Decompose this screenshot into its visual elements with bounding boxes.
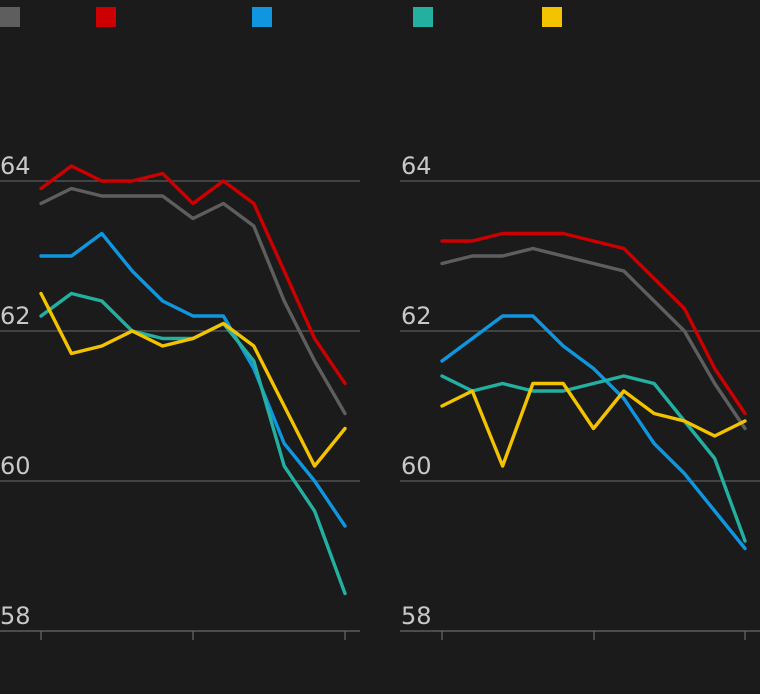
y-tick-label: 64 [0,152,31,180]
y-tick-label: 58 [401,602,432,630]
y-tick-label: 60 [401,452,432,480]
legend-swatch-grey [0,7,20,27]
legend-swatch-red [96,7,116,27]
series-line-3 [440,314,747,551]
series-line-4 [440,374,747,543]
series-line-5 [440,381,747,468]
legend-swatch-teal [413,7,433,27]
chart-panel-2: 64 62 60 58 [400,152,760,640]
legend-swatch-blue [252,7,272,27]
series-line-1 [440,246,747,431]
y-tick-label: 60 [0,452,31,480]
legend-swatch-yellow [542,7,562,27]
chart-panel-1: 64 62 60 58 [0,152,360,640]
series-line-2 [440,231,747,416]
y-tick-label: 62 [0,302,31,330]
y-tick-label: 62 [401,302,432,330]
series-line-3 [39,231,347,528]
series-line-5 [39,291,347,468]
series-line-1 [39,186,347,416]
y-tick-label: 64 [401,152,432,180]
y-tick-label: 58 [0,602,31,630]
series-line-2 [39,164,347,386]
